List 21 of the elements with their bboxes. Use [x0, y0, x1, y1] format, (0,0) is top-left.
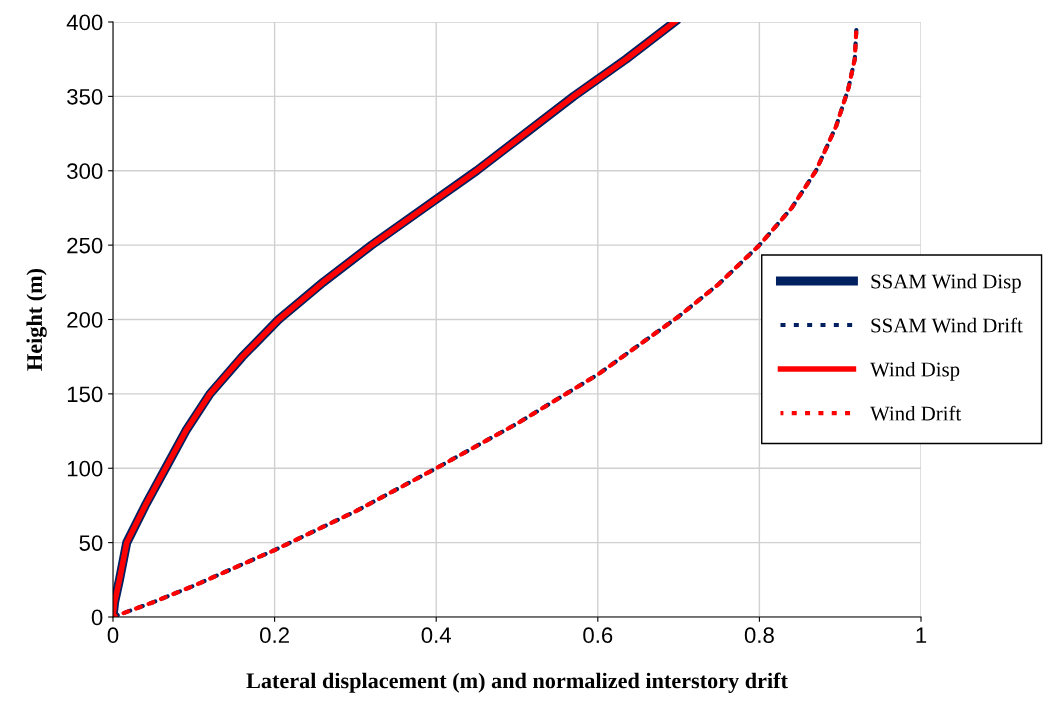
y-tick-label: 0 [91, 609, 103, 626]
y-tick-label: 200 [67, 312, 103, 328]
y-tick-label: 350 [67, 88, 103, 105]
x-tick-label: 0.6 [583, 627, 613, 644]
y-tick-label: 300 [67, 163, 103, 180]
legend-label: SSAM Wind Disp [871, 273, 1021, 293]
x-tick-label: 0.2 [260, 627, 289, 644]
x-tick-label: 1 [916, 627, 927, 643]
y-axis-title: Height (m) [26, 268, 47, 371]
x-tick-label: 0.8 [744, 627, 774, 644]
y-tick-label: 150 [67, 386, 103, 403]
x-tick-label: 0.4 [421, 627, 451, 644]
x-tick-label: 0 [107, 627, 119, 644]
y-tick-label: 50 [79, 535, 103, 551]
x-axis-title: Lateral displacement (m) and normalized interstory drift [246, 672, 788, 693]
y-tick-label: 100 [67, 460, 103, 477]
legend-label: Wind Drift [870, 405, 962, 421]
legend-label: Wind Disp [870, 361, 960, 381]
y-tick-label: 250 [67, 237, 103, 254]
legend-label: SSAM Wind Drift [871, 317, 1023, 333]
y-tick-label: 400 [66, 14, 103, 31]
